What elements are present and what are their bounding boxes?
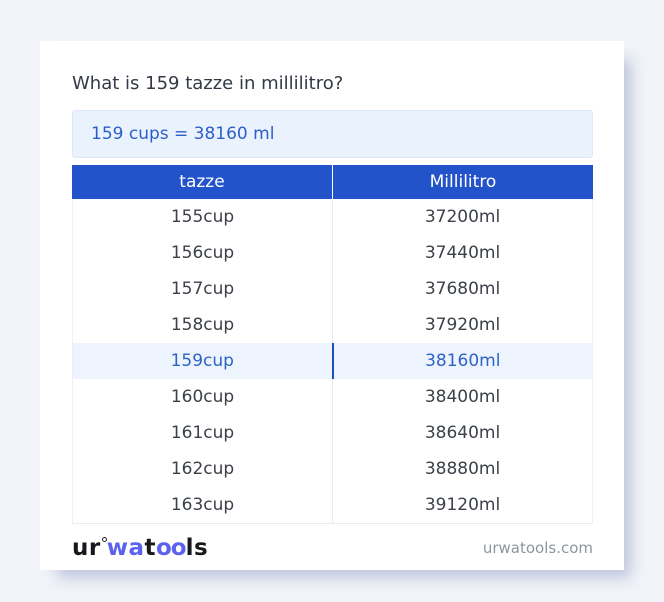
- cell-tazze: 158cup: [73, 307, 333, 343]
- cell-tazze: 162cup: [73, 451, 333, 487]
- logo-text-ur: ur: [72, 535, 101, 561]
- cell-millilitro: 38160ml: [425, 351, 501, 371]
- cell-millilitro: 38640ml: [424, 423, 501, 443]
- conversion-table: tazze Millilitro 155cup 37200ml 156cup 3744…: [72, 165, 593, 524]
- logo-text-ls: ls: [185, 535, 209, 561]
- cell-millilitro: 37200ml: [424, 207, 501, 227]
- table-row: 162cup 38880ml: [73, 451, 592, 487]
- table-row: 163cup 39120ml: [73, 487, 592, 523]
- table-body: 155cup 37200ml 156cup 37440ml 157cup 37680ml 1…: [72, 199, 593, 524]
- logo-ring-icon: [101, 537, 107, 542]
- cell-tazze: 157cup: [73, 271, 333, 307]
- table-row: 157cup 37680ml: [73, 271, 592, 307]
- conversion-result-box: 159 cups = 38160 ml: [72, 110, 593, 158]
- page-title: What is 159 tazze in millilitro?: [72, 73, 344, 94]
- table-row: 156cup 37440ml: [73, 235, 592, 271]
- column-header-millilitro: Millilitro: [429, 172, 497, 192]
- conversion-result-text: 159 cups = 38160 ml: [91, 124, 275, 144]
- cell-millilitro: 38400ml: [424, 387, 501, 407]
- table-row: 159cup 38160ml: [73, 343, 592, 379]
- cell-tazze: 156cup: [73, 235, 333, 271]
- cell-millilitro: 37920ml: [424, 315, 501, 335]
- table-row: 161cup 38640ml: [73, 415, 592, 451]
- cell-millilitro: 39120ml: [424, 495, 501, 515]
- cell-tazze: 159cup: [73, 343, 334, 379]
- table-header-row: tazze Millilitro: [72, 165, 593, 199]
- table-row: 160cup 38400ml: [73, 379, 592, 415]
- cell-millilitro: 38880ml: [424, 459, 501, 479]
- cell-millilitro: 37680ml: [424, 279, 501, 299]
- table-row: 158cup 37920ml: [73, 307, 592, 343]
- column-header-tazze: tazze: [72, 165, 333, 199]
- cell-millilitro: 37440ml: [424, 243, 501, 263]
- cell-tazze: 161cup: [73, 415, 333, 451]
- cell-tazze: 155cup: [73, 199, 333, 235]
- logo-text-t: t: [144, 535, 156, 561]
- cell-tazze: 160cup: [73, 379, 333, 415]
- urwatools-logo[interactable]: ur wa t oo ls: [72, 535, 208, 561]
- logo-text-wa: wa: [106, 535, 145, 561]
- card-footer: ur wa t oo ls urwatools.com: [72, 524, 593, 572]
- converter-card: What is 159 tazze in millilitro? 159 cup…: [40, 41, 624, 570]
- logo-text-oo: oo: [156, 535, 187, 561]
- site-link[interactable]: urwatools.com: [482, 539, 593, 557]
- cell-tazze: 163cup: [73, 487, 333, 523]
- table-row: 155cup 37200ml: [73, 199, 592, 235]
